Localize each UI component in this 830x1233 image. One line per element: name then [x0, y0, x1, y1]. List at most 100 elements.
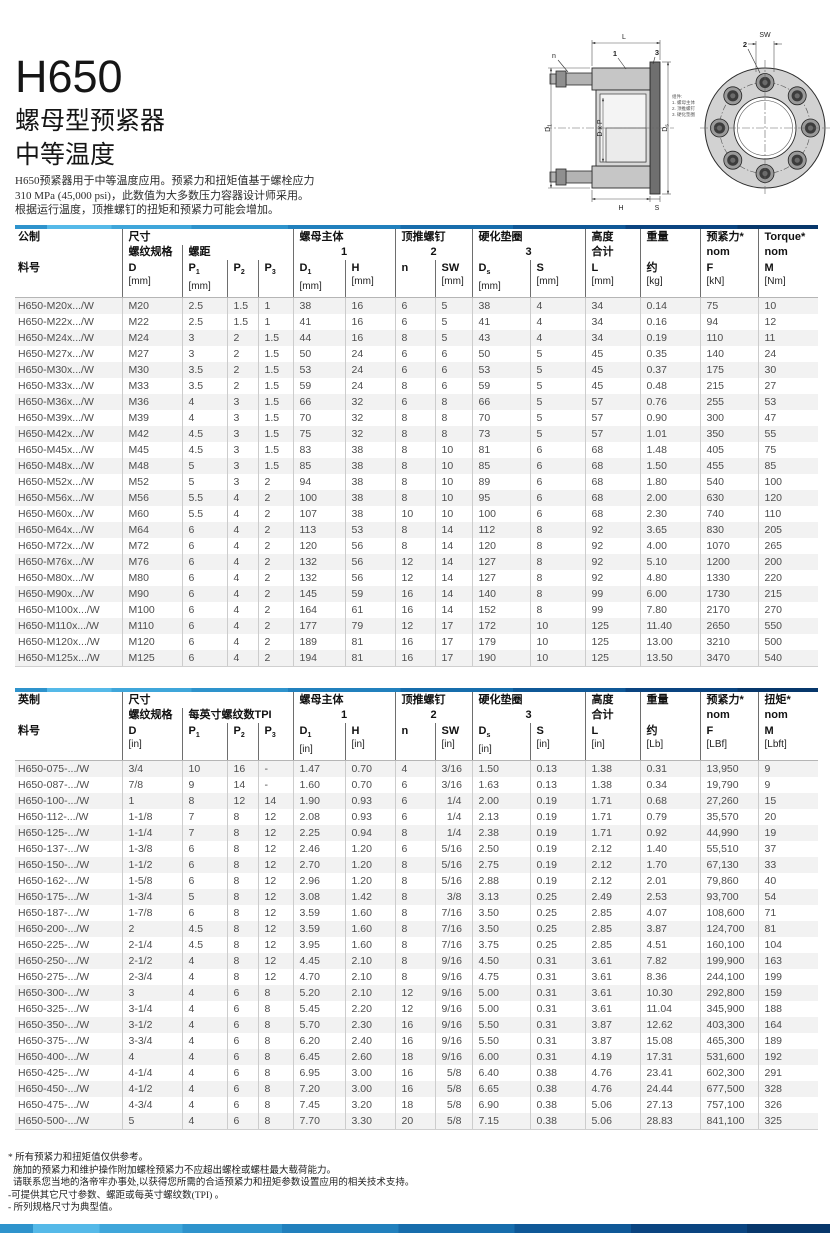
group-washer: 硬化垫圈: [471, 692, 585, 708]
value-cell: 2.70: [292, 857, 345, 873]
value-cell: 0.31: [529, 1017, 585, 1033]
part-number-header: 料号: [15, 723, 122, 761]
table-row: H650-M45x.../W M45 4.5 3 1.5 83 38 8 10 81 6 68 1.48…: [15, 442, 818, 458]
value-cell: 4-3/4: [121, 1097, 182, 1113]
value-cell: 5.5: [181, 506, 227, 522]
value-cell: 5: [181, 458, 227, 474]
value-cell: 2-1/4: [121, 937, 182, 953]
table-row: H650-150-.../W 1-1/2 6 8 12 2.70 1.20 8 5/16 2.75…: [15, 857, 818, 873]
value-cell: 11.40: [639, 618, 700, 634]
value-cell: 8: [529, 586, 585, 602]
table-row: H650-137-.../W 1-3/8 6 8 12 2.46 1.20 6 5/16 2.50…: [15, 841, 818, 857]
value-cell: 59: [344, 586, 395, 602]
value-cell: 85: [757, 458, 818, 474]
value-cell: 92: [584, 554, 640, 570]
value-cell: 8: [394, 330, 435, 346]
value-cell: 5/8: [434, 1113, 472, 1130]
value-cell: 32: [344, 394, 395, 410]
value-cell: 6: [181, 618, 227, 634]
value-cell: 57: [584, 426, 640, 442]
value-cell: 8: [226, 889, 258, 905]
value-cell: 20: [394, 1113, 435, 1130]
table-row: H650-087-.../W 7/8 9 14-1.60 0.70 6 3/16 1.63 0.…: [15, 777, 818, 793]
dim-label-DxP: D x P: [597, 119, 604, 136]
value-cell: 16: [394, 1017, 435, 1033]
value-cell: 13.00: [639, 634, 700, 650]
brand-gradient-bar: [15, 688, 818, 692]
value-cell: 3: [181, 346, 227, 362]
sub-pitch: 螺距: [181, 245, 293, 260]
value-cell: 6: [226, 1001, 258, 1017]
part-number-cell: H650-M76x.../W: [15, 554, 122, 570]
table-row: H650-M120x.../W M120 6 4 2 189 81 16 17 179 10 125 1…: [15, 634, 818, 650]
column-header: SW [in]: [434, 723, 472, 761]
dim-label-S: S: [655, 205, 660, 212]
column-header: 约 [kg]: [639, 260, 700, 298]
value-cell: 92: [584, 570, 640, 586]
column-header: P3: [257, 723, 293, 761]
value-cell: 14: [434, 538, 472, 554]
value-cell: 14: [434, 554, 472, 570]
value-cell: 1070: [699, 538, 758, 554]
spacer: [15, 708, 122, 723]
side-section-view: L n 1 3 D1 D x P Ds H S: [544, 34, 674, 212]
text-line: -可提供其它尺寸参数、螺距或每英寸螺纹数(TPI) 。: [8, 1190, 225, 1201]
table-row: H650-M56x.../W M56 5.5 4 2 100 38 8 10 95 6 68 2.00 6…: [15, 490, 818, 506]
part-number-cell: H650-M125x.../W: [15, 650, 122, 667]
value-cell: 12: [257, 969, 293, 985]
component-legend: 组件: 1. 螺母主体 2. 顶推螺钉 3. 硬化垫圈: [672, 94, 718, 118]
column-header: n: [394, 260, 435, 298]
value-cell: 81: [344, 650, 395, 667]
value-cell: 56: [344, 554, 395, 570]
value-cell: 403,300: [699, 1017, 758, 1033]
value-cell: 4.80: [639, 570, 700, 586]
value-cell: 2: [257, 506, 293, 522]
value-cell: 0.25: [529, 937, 585, 953]
imperial-table-header: 英制 尺寸 螺母主体 顶推螺钉 硬化垫圈 高度 重量 预紧力* 扭矩* 螺纹规格…: [15, 692, 818, 761]
value-cell: 68: [584, 474, 640, 490]
value-cell: 16: [394, 602, 435, 618]
value-cell: 4: [226, 506, 258, 522]
value-cell: 57: [584, 410, 640, 426]
value-cell: 1.47: [292, 760, 345, 777]
value-cell: 3.95: [292, 937, 345, 953]
value-cell: 2.50: [471, 841, 530, 857]
table-row: H650-M72x.../W M72 6 4 2 120 56 8 14 120 8 92 4.00 10…: [15, 538, 818, 554]
value-cell: 68: [584, 490, 640, 506]
value-cell: 1-5/8: [121, 873, 182, 889]
part-number-cell: H650-350-.../W: [15, 1017, 122, 1033]
value-cell: 199,900: [699, 953, 758, 969]
imperial-table-body: H650-075-.../W 3/4 10 16-1.47 0.70 4 3/16 1.50 0…: [15, 760, 818, 1130]
column-header: L [mm]: [584, 260, 640, 298]
part-number-cell: H650-200-.../W: [15, 921, 122, 937]
value-cell: 4: [529, 330, 585, 346]
value-cell: 100: [757, 474, 818, 490]
value-cell: 6: [434, 378, 472, 394]
table-row: H650-075-.../W 3/4 10 16-1.47 0.70 4 3/16 1.50 0…: [15, 760, 818, 777]
value-cell: 205: [757, 522, 818, 538]
value-cell: 2: [257, 474, 293, 490]
table-row: H650-M20x.../W M20 2.5 1.5 1 38 16 6 5 38 4 34 0.14 7…: [15, 297, 818, 314]
value-cell: 5: [181, 889, 227, 905]
value-cell: 540: [757, 650, 818, 667]
group-washer: 硬化垫圈: [471, 229, 585, 245]
value-cell: 12.62: [639, 1017, 700, 1033]
value-cell: 3.75: [471, 937, 530, 953]
jackbolt-top: [549, 70, 593, 88]
value-cell: 6: [394, 777, 435, 793]
column-header: D1 [mm]: [292, 260, 345, 298]
metric-table-body: H650-M20x.../W M20 2.5 1.5 1 38 16 6 5 38 4 34 0.14 7…: [15, 297, 818, 667]
value-cell: 7/16: [434, 921, 472, 937]
value-cell: 12: [257, 857, 293, 873]
value-cell: 1-1/4: [121, 825, 182, 841]
value-cell: 6: [529, 442, 585, 458]
column-header: P2: [226, 260, 258, 298]
value-cell: 1.5: [257, 410, 293, 426]
value-cell: 1-7/8: [121, 905, 182, 921]
value-cell: 6.65: [471, 1081, 530, 1097]
value-cell: 34: [584, 330, 640, 346]
value-cell: 9: [757, 760, 818, 777]
table-row: H650-400-.../W 4 4 6 8 6.45 2.60 18 9/16 6.00 0.31…: [15, 1049, 818, 1065]
column-header: P3: [257, 260, 293, 298]
value-cell: 2.96: [292, 873, 345, 889]
